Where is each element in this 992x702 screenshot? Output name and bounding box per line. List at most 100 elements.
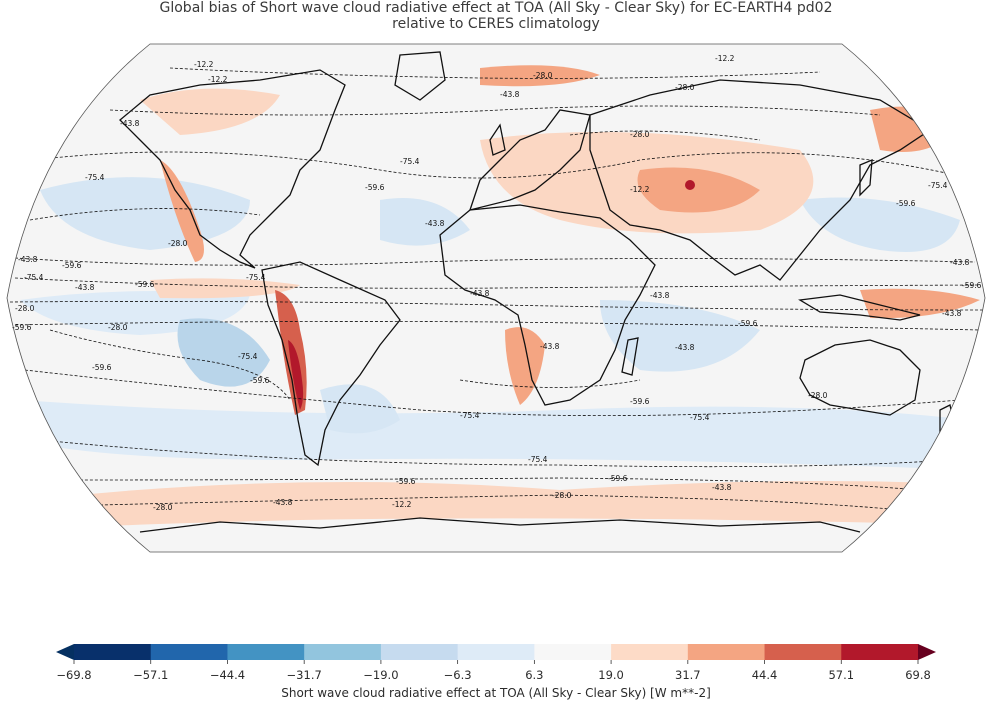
contour-label: -12.2 — [630, 185, 650, 194]
coastline-japan — [859, 158, 873, 197]
contour-label: -75.4 — [238, 352, 258, 361]
contour-label: -59.6 — [630, 397, 650, 406]
bias-patch — [30, 481, 970, 530]
coastline-indonesia — [798, 294, 921, 321]
bias-patch — [800, 197, 960, 252]
colorbar — [56, 644, 936, 664]
coastline-asia — [589, 79, 932, 281]
contour-label: -28.0 — [168, 239, 188, 248]
colorbar-tick-label: 31.7 — [675, 668, 701, 682]
colorbar-tick-label: −69.8 — [56, 668, 92, 682]
bias-patch — [380, 198, 470, 246]
contour-line — [29, 208, 261, 221]
contour-label: -59.6 — [962, 281, 982, 290]
coastline-uk — [489, 123, 506, 156]
contour-line — [24, 369, 961, 417]
contour-label: -59.6 — [896, 199, 916, 208]
colorbar-tick-label: 69.8 — [905, 668, 931, 682]
contour-label: -59.6 — [135, 280, 155, 289]
contour-label: -75.4 — [400, 157, 420, 166]
contour-label: -75.4 — [460, 411, 480, 420]
colorbar-tick-label: −44.4 — [209, 668, 246, 682]
contour-label: -75.4 — [246, 273, 266, 282]
coastline-antarctica — [139, 517, 861, 533]
colorbar-ticks — [73, 660, 919, 664]
coastline-south-america — [261, 261, 401, 467]
contour-label: -75.4 — [528, 455, 548, 464]
colorbar-bin — [841, 644, 919, 660]
contour-line — [99, 494, 901, 511]
bias-patch — [685, 180, 695, 190]
coastline-africa — [439, 204, 656, 406]
bias-patch — [288, 340, 304, 410]
contour-line — [14, 321, 981, 331]
bias-patch — [150, 278, 300, 299]
contour-label: -75.4 — [24, 273, 44, 282]
bias-field — [9, 51, 985, 533]
contour-label: -12.2 — [392, 500, 412, 509]
colorbar-bin — [227, 644, 305, 660]
bias-patch — [505, 327, 545, 405]
contour-label: -59.6 — [396, 477, 416, 486]
colorbar-tick-label: 57.1 — [828, 668, 855, 682]
colorbar-tick-label: 19.0 — [598, 668, 624, 682]
contour-label-group: -12.2 -12.2 -12.2 -28.0 -28.0 -43.8 -28.… — [12, 54, 982, 512]
bias-patch — [160, 160, 204, 262]
contour-label: -28.0 — [533, 71, 553, 80]
colorbar-extend-high — [918, 644, 936, 660]
contour-label: -75.4 — [928, 181, 948, 190]
contour-label: -12.2 — [194, 60, 214, 69]
colorbar-tick-label: −31.7 — [286, 668, 322, 682]
contour-label: -43.8 — [950, 258, 970, 267]
contour-label: -43.8 — [18, 255, 38, 264]
contour-label: -43.8 — [470, 289, 490, 298]
contour-label: -59.6 — [92, 363, 112, 372]
contour-line — [459, 379, 641, 388]
contour-label: -43.8 — [120, 119, 140, 128]
contour-label: -43.8 — [75, 283, 95, 292]
contour-label: -59.6 — [738, 319, 758, 328]
title-block: Global bias of Short wave cloud radiativ… — [0, 0, 992, 32]
contour-label: -43.8 — [942, 309, 962, 318]
contour-line — [169, 67, 821, 79]
contour-line — [69, 477, 921, 491]
colorbar-extend-low — [56, 644, 74, 660]
bias-patch — [860, 288, 980, 319]
contour-label: -28.0 — [630, 130, 650, 139]
contour-label: -59.6 — [250, 376, 270, 385]
colorbar-bin — [764, 644, 842, 660]
contour-label: -28.0 — [675, 83, 695, 92]
coastline-greenland — [394, 51, 446, 101]
contour-label: -28.0 — [15, 304, 35, 313]
coastline-madagascar — [621, 337, 639, 376]
bias-patch — [480, 65, 600, 87]
colorbar-bin — [611, 644, 689, 660]
colorbar-bin — [380, 644, 459, 660]
contour-line — [109, 105, 881, 116]
contour-label: -59.6 — [62, 261, 82, 270]
bias-patch — [177, 318, 270, 387]
contour-label: -12.2 — [715, 54, 735, 63]
colorbar-tick-label: 6.3 — [525, 668, 544, 682]
contour-line — [14, 277, 981, 289]
contour-lines — [9, 67, 985, 511]
contour-label: -43.8 — [712, 483, 732, 492]
colorbar-bins — [74, 644, 919, 660]
contour-label: -59.6 — [365, 183, 385, 192]
contour-label: -43.8 — [500, 90, 520, 99]
colorbar-bin — [74, 644, 152, 660]
coastline-australia — [799, 339, 921, 416]
contour-label: -43.8 — [650, 291, 670, 300]
bias-patch — [320, 384, 400, 434]
contour-label: -28.0 — [552, 491, 572, 500]
bias-patch — [140, 88, 280, 135]
bias-patch — [20, 400, 970, 470]
contour-label: -43.8 — [675, 343, 695, 352]
bias-patch — [637, 167, 760, 213]
contour-label: -75.4 — [85, 173, 105, 182]
map-title: Global bias of Short wave cloud radiativ… — [159, 0, 833, 16]
colorbar-bin — [534, 644, 612, 660]
coastline-north-america — [119, 69, 346, 269]
contour-label: -43.8 — [425, 219, 445, 228]
bias-patch — [870, 106, 960, 152]
